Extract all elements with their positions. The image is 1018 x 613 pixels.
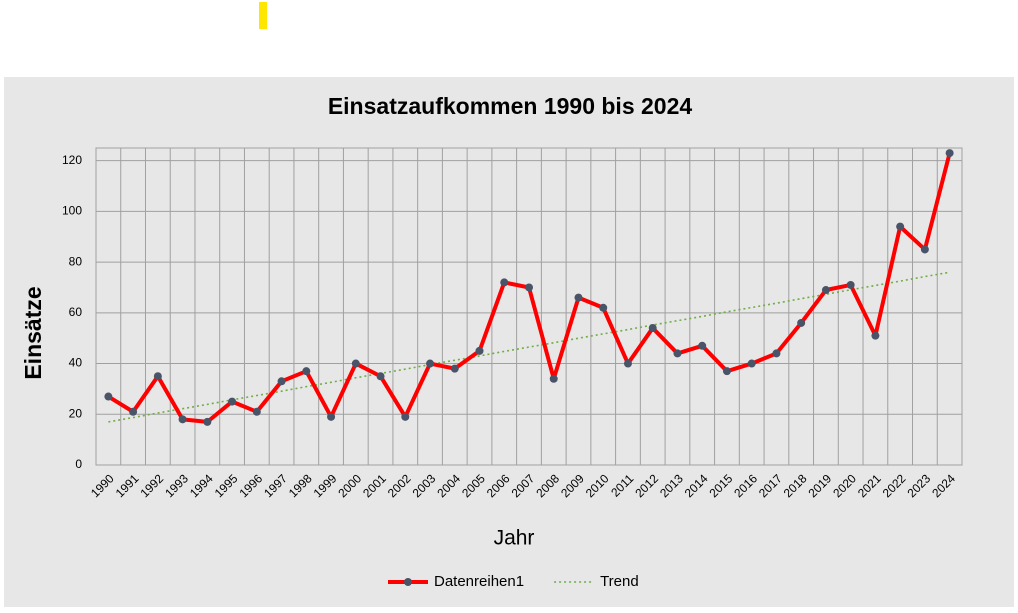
data-point [599, 303, 608, 312]
y-tick-label: 60 [69, 305, 83, 319]
x-axis-label: Jahr [494, 527, 535, 550]
data-point [351, 359, 360, 368]
data-point [920, 245, 929, 254]
data-point [104, 392, 113, 401]
data-point [797, 318, 806, 327]
marker-decoration [259, 2, 267, 29]
y-axis-label: Einsätze [20, 286, 46, 379]
legend-label: Datenreihen1 [434, 573, 524, 590]
data-point [277, 377, 286, 386]
data-point [376, 372, 385, 381]
data-point [821, 286, 830, 295]
data-point [401, 412, 410, 421]
data-point [549, 374, 558, 383]
y-tick-label: 0 [75, 457, 82, 471]
data-point [500, 278, 509, 287]
data-point [426, 359, 435, 368]
data-point [475, 346, 484, 355]
legend-label: Trend [600, 573, 639, 590]
data-point [178, 415, 187, 424]
data-point [153, 372, 162, 381]
data-point [574, 293, 583, 302]
data-point [698, 341, 707, 350]
data-point [871, 331, 880, 340]
data-point [772, 349, 781, 358]
data-point [896, 222, 905, 231]
legend-marker [404, 578, 412, 586]
plot-area [95, 147, 963, 466]
y-tick-label: 100 [62, 204, 82, 218]
data-point [673, 349, 682, 358]
data-point [525, 283, 533, 292]
y-tick-label: 40 [69, 356, 83, 370]
data-point [846, 280, 855, 289]
data-point [203, 417, 212, 426]
data-point [623, 359, 632, 368]
y-tick-label: 20 [69, 406, 83, 420]
data-point [252, 407, 261, 416]
data-point [648, 324, 657, 333]
data-point [722, 367, 731, 376]
data-point [302, 367, 311, 376]
data-point [747, 359, 756, 368]
y-tick-label: 80 [69, 254, 83, 268]
data-point [228, 397, 237, 406]
y-tick-label: 120 [62, 153, 82, 167]
chart-title: Einsatzaufkommen 1990 bis 2024 [328, 93, 693, 119]
data-point [945, 149, 954, 158]
data-point [450, 364, 459, 373]
data-point [327, 412, 336, 421]
data-point [129, 407, 138, 416]
